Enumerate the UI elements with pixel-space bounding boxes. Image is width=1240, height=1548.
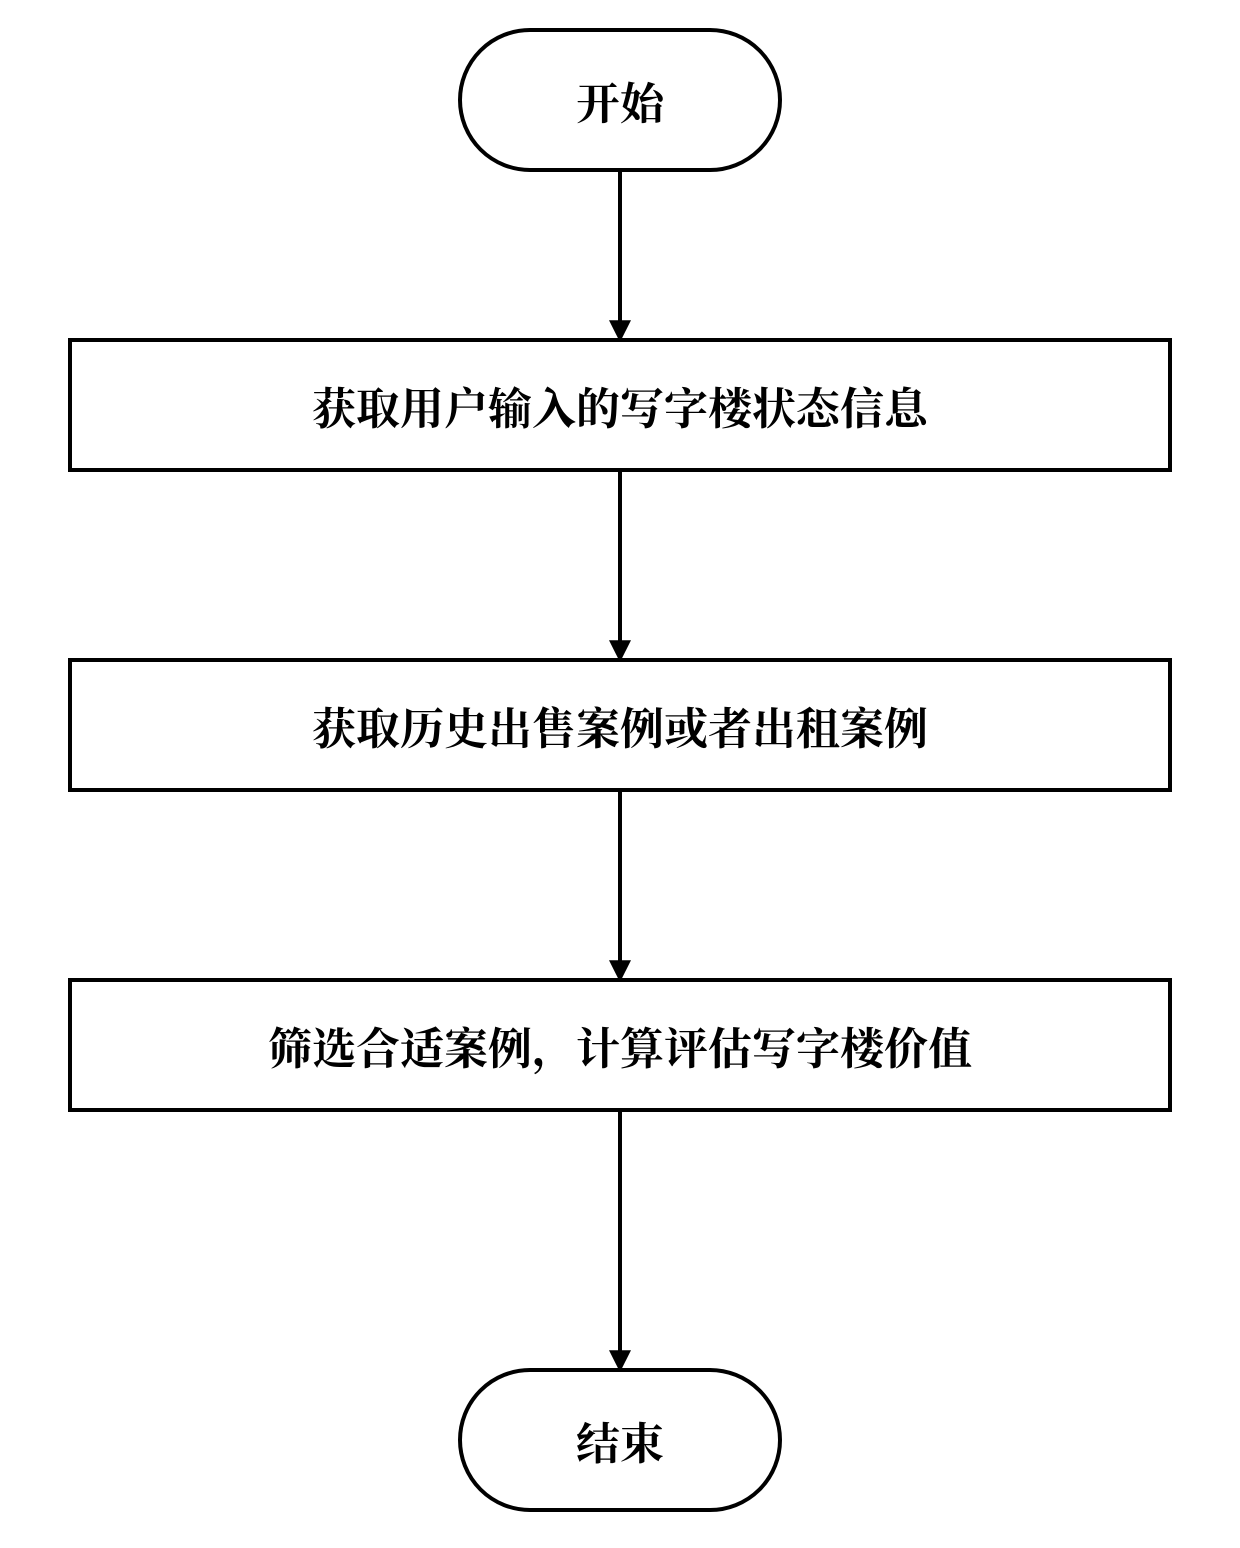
node-step1: 获取用户输入的写字楼状态信息 — [70, 340, 1170, 470]
node-start-label: 开始 — [576, 68, 668, 132]
node-end: 结束 — [460, 1370, 780, 1510]
node-step3: 筛选合适案例，计算评估写字楼价值 — [70, 980, 1170, 1110]
node-start: 开始 — [460, 30, 780, 170]
node-step2: 获取历史出售案例或者出租案例 — [70, 660, 1170, 790]
node-step1-label: 获取用户输入的写字楼状态信息 — [312, 373, 931, 437]
node-end-label: 结束 — [576, 1408, 664, 1472]
node-step3-label: 筛选合适案例，计算评估写字楼价值 — [268, 1013, 972, 1077]
flowchart-canvas: 开始获取用户输入的写字楼状态信息获取历史出售案例或者出租案例筛选合适案例，计算评… — [0, 0, 1240, 1548]
node-step2-label: 获取历史出售案例或者出租案例 — [312, 693, 928, 757]
